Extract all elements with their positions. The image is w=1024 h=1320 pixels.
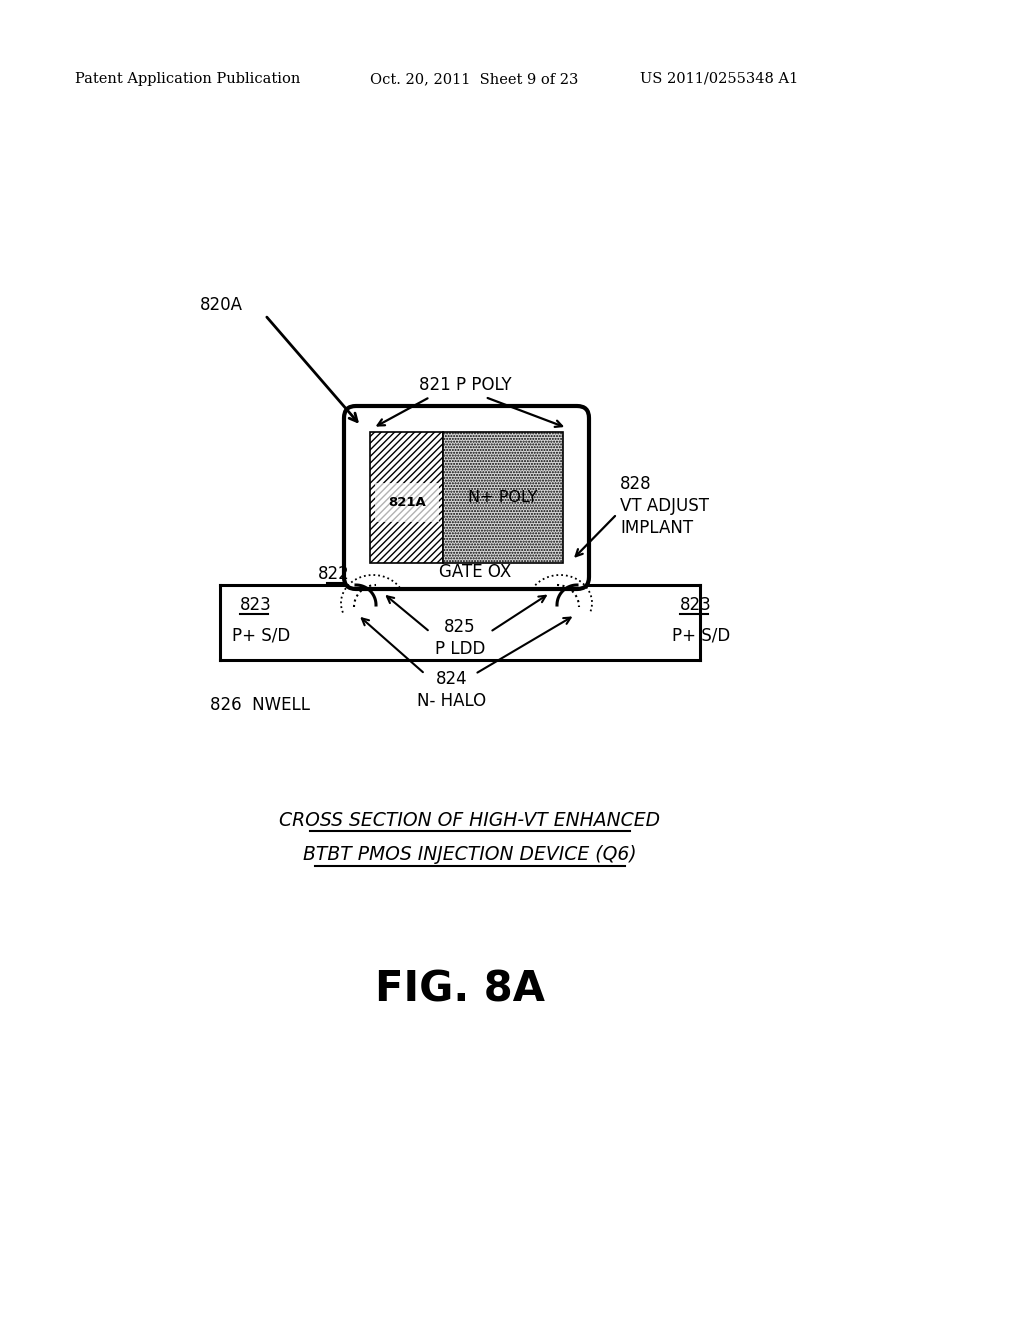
Text: P LDD: P LDD xyxy=(435,640,485,657)
Text: 825: 825 xyxy=(444,618,476,636)
Bar xyxy=(373,565,560,583)
Bar xyxy=(443,432,563,564)
Text: N+ POLY: N+ POLY xyxy=(469,490,538,506)
Text: FIG. 8A: FIG. 8A xyxy=(375,969,545,1011)
Text: P+ S/D: P+ S/D xyxy=(672,626,730,644)
Text: VT ADJUST: VT ADJUST xyxy=(620,498,709,515)
Text: 823: 823 xyxy=(240,597,271,614)
Text: P+ S/D: P+ S/D xyxy=(232,626,290,644)
Text: IMPLANT: IMPLANT xyxy=(620,519,693,537)
Text: CROSS SECTION OF HIGH-VT ENHANCED: CROSS SECTION OF HIGH-VT ENHANCED xyxy=(280,810,660,829)
Text: N- HALO: N- HALO xyxy=(418,692,486,710)
Text: Patent Application Publication: Patent Application Publication xyxy=(75,73,300,86)
Text: 826  NWELL: 826 NWELL xyxy=(210,696,310,714)
Text: 823: 823 xyxy=(680,597,712,614)
FancyBboxPatch shape xyxy=(344,407,589,589)
Text: BTBT PMOS INJECTION DEVICE (Q6): BTBT PMOS INJECTION DEVICE (Q6) xyxy=(303,846,637,865)
Text: Oct. 20, 2011  Sheet 9 of 23: Oct. 20, 2011 Sheet 9 of 23 xyxy=(370,73,579,86)
Text: 822: 822 xyxy=(318,565,350,583)
Text: 820A: 820A xyxy=(200,296,243,314)
Text: 828: 828 xyxy=(620,475,651,492)
Text: 821A: 821A xyxy=(388,496,426,510)
Text: GATE OX: GATE OX xyxy=(439,564,511,581)
Bar xyxy=(370,432,443,564)
Text: US 2011/0255348 A1: US 2011/0255348 A1 xyxy=(640,73,799,86)
Text: 824: 824 xyxy=(436,671,468,688)
Text: 821 P POLY: 821 P POLY xyxy=(419,376,511,393)
